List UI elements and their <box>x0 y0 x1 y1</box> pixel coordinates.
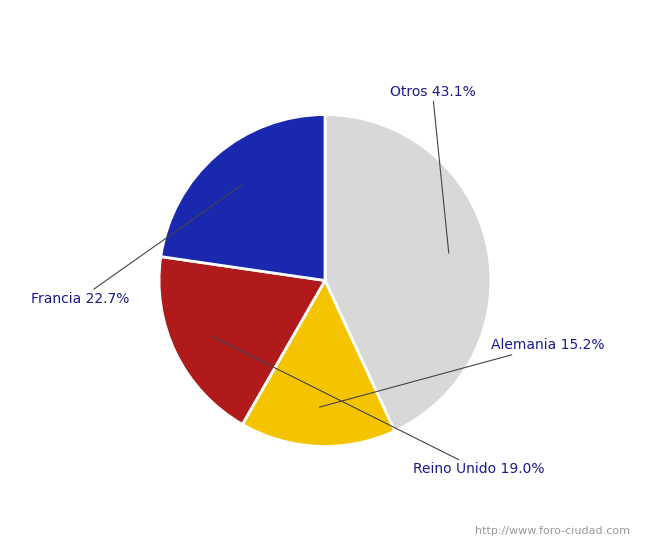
Text: Val de San Vicente - Turistas extranjeros según país - Abril de 2024: Val de San Vicente - Turistas extranjero… <box>68 13 582 29</box>
Wedge shape <box>242 280 395 447</box>
Wedge shape <box>325 114 491 431</box>
Text: Reino Unido 19.0%: Reino Unido 19.0% <box>211 336 544 476</box>
Text: Francia 22.7%: Francia 22.7% <box>31 185 242 306</box>
Wedge shape <box>159 257 325 425</box>
Text: http://www.foro-ciudad.com: http://www.foro-ciudad.com <box>476 526 630 536</box>
Wedge shape <box>161 114 325 280</box>
Text: Otros 43.1%: Otros 43.1% <box>389 85 475 253</box>
Text: Alemania 15.2%: Alemania 15.2% <box>319 338 604 407</box>
